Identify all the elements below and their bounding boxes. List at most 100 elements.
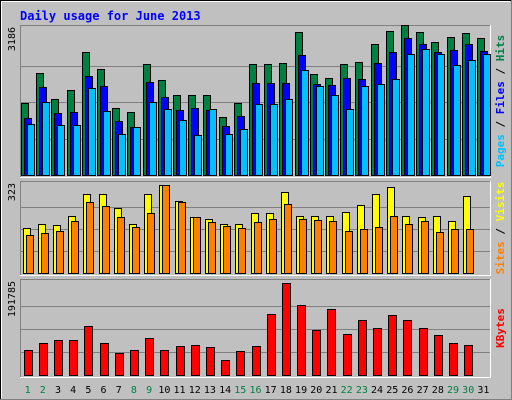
bar-pages-day-19	[301, 70, 309, 176]
bar-pages-day-17	[270, 104, 278, 176]
bar-kbytes-day-17	[267, 314, 276, 376]
visits-sites-panel	[20, 181, 491, 276]
legend-separator: /	[494, 221, 507, 241]
bar-pages-day-30	[468, 60, 476, 176]
bar-sites-day-13	[208, 222, 216, 274]
bar-pages-day-2	[42, 102, 50, 176]
day-label-4: 4	[70, 385, 76, 396]
bar-kbytes-day-6	[100, 343, 109, 376]
legend-text: Sites / Visits	[494, 182, 507, 275]
bar-kbytes-day-22	[343, 334, 352, 376]
day-label-21: 21	[325, 385, 337, 396]
y-max-label-hits: 3186	[7, 27, 18, 51]
bar-sites-day-17	[269, 219, 277, 274]
bar-pages-day-13	[209, 109, 217, 176]
bar-sites-day-12	[193, 217, 201, 274]
day-label-20: 20	[310, 385, 322, 396]
bar-kbytes-day-11	[176, 346, 185, 376]
bar-pages-day-24	[377, 84, 385, 176]
bar-pages-day-23	[361, 86, 369, 176]
legend-pages: Pages	[494, 134, 507, 167]
bar-kbytes-day-21	[327, 309, 336, 376]
bar-sites-day-27	[421, 221, 429, 274]
bar-sites-day-6	[102, 206, 110, 274]
bar-pages-day-16	[255, 104, 263, 176]
legend-pages-files-hits: Pages / Files / Hits	[494, 35, 507, 168]
bar-sites-day-22	[345, 231, 353, 274]
day-label-15: 15	[234, 385, 246, 396]
legend-kbytes: KBytes	[494, 308, 507, 348]
bar-kbytes-day-30	[464, 345, 473, 376]
bar-pages-day-4	[73, 125, 81, 176]
bar-pages-day-10	[164, 109, 172, 176]
bar-kbytes-day-26	[403, 320, 412, 376]
bar-pages-day-18	[285, 99, 293, 176]
day-label-17: 17	[265, 385, 277, 396]
bar-pages-day-6	[103, 111, 111, 176]
day-label-22: 22	[341, 385, 353, 396]
bar-kbytes-day-13	[206, 347, 215, 376]
bar-pages-day-21	[331, 95, 339, 176]
legend-kbytes: KBytes	[494, 308, 507, 348]
bar-kbytes-day-25	[388, 315, 397, 376]
day-label-10: 10	[158, 385, 170, 396]
bar-pages-day-11	[179, 120, 187, 176]
legend-visits: Visits	[494, 182, 507, 222]
day-label-1: 1	[25, 385, 31, 396]
bar-sites-day-30	[466, 229, 474, 274]
legend-sites-visits: Sites / Visits	[494, 182, 507, 275]
day-label-8: 8	[131, 385, 137, 396]
day-label-19: 19	[295, 385, 307, 396]
day-label-29: 29	[447, 385, 459, 396]
bar-sites-day-23	[360, 229, 368, 274]
legend-text: Pages / Files / Hits	[494, 35, 507, 168]
day-label-12: 12	[189, 385, 201, 396]
day-label-24: 24	[371, 385, 383, 396]
bar-sites-day-8	[132, 227, 140, 274]
bar-sites-day-14	[223, 226, 231, 274]
day-label-23: 23	[356, 385, 368, 396]
day-label-30: 30	[462, 385, 474, 396]
bar-pages-day-8	[133, 127, 141, 176]
bar-sites-day-2	[41, 233, 49, 274]
bar-pages-day-28	[437, 54, 445, 176]
bar-sites-day-16	[254, 222, 262, 274]
day-label-26: 26	[401, 385, 413, 396]
bar-sites-day-18	[284, 204, 292, 274]
bar-sites-day-19	[299, 219, 307, 274]
bar-pages-day-5	[88, 88, 96, 176]
kbytes-panel	[20, 279, 491, 378]
legend-separator: /	[494, 61, 507, 81]
bar-kbytes-day-24	[373, 328, 382, 376]
bar-sites-day-29	[451, 229, 459, 274]
day-label-14: 14	[219, 385, 231, 396]
day-label-5: 5	[85, 385, 91, 396]
chart-title: Daily usage for June 2013	[20, 9, 201, 23]
bar-sites-day-26	[405, 224, 413, 274]
day-label-13: 13	[204, 385, 216, 396]
bar-pages-day-27	[422, 49, 430, 176]
day-label-9: 9	[146, 385, 152, 396]
day-label-2: 2	[40, 385, 46, 396]
bar-sites-day-24	[375, 227, 383, 274]
bar-sites-day-3	[56, 231, 64, 274]
bar-sites-day-5	[86, 202, 94, 274]
bar-kbytes-day-16	[252, 346, 261, 376]
bar-kbytes-day-7	[115, 353, 124, 376]
bar-sites-day-21	[329, 221, 337, 274]
bar-pages-day-22	[346, 109, 354, 176]
bar-pages-day-31	[483, 54, 491, 176]
bar-pages-day-3	[57, 125, 65, 176]
bar-sites-day-1	[26, 235, 34, 274]
day-label-6: 6	[101, 385, 107, 396]
day-label-7: 7	[116, 385, 122, 396]
bar-kbytes-day-3	[54, 340, 63, 376]
bar-pages-day-9	[149, 102, 157, 176]
bar-pages-day-14	[225, 134, 233, 176]
bar-pages-day-15	[240, 129, 248, 176]
y-max-label-kbytes: 191785	[7, 281, 18, 317]
legend-files: Files	[494, 81, 507, 114]
bar-pages-day-7	[118, 134, 126, 176]
